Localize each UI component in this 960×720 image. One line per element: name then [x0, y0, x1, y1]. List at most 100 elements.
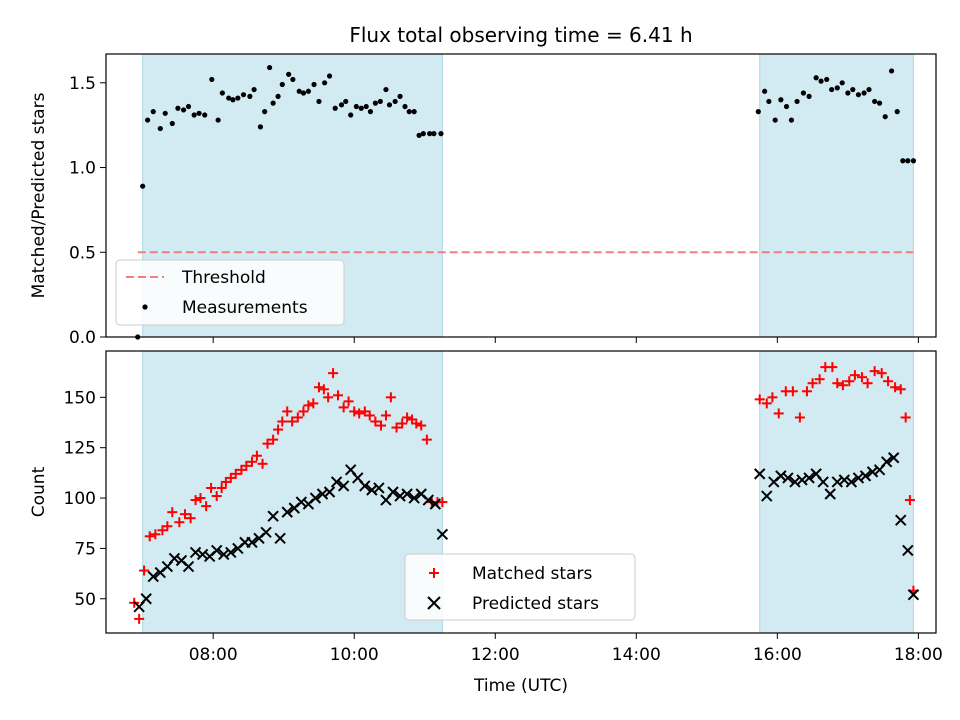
legend: Threshold Measurements [115, 259, 345, 326]
data-point [150, 109, 156, 115]
y-tick-label: 0.5 [69, 243, 96, 263]
data-point [855, 92, 862, 98]
data-point [175, 105, 181, 111]
data-point [827, 362, 838, 373]
data-point [856, 372, 867, 383]
data-point [247, 93, 253, 99]
data-point [167, 507, 178, 518]
legend-matched-swatch [429, 568, 439, 578]
data-point [832, 378, 843, 389]
data-point [316, 98, 322, 105]
data-point [313, 382, 324, 393]
legend-label: Predicted stars [472, 594, 599, 614]
data-point [257, 124, 264, 130]
x-tick-label: 16:00 [753, 645, 802, 665]
data-point [174, 517, 185, 528]
data-point [189, 546, 202, 559]
data-point [391, 422, 402, 433]
data-point [185, 103, 192, 110]
data-point [150, 529, 161, 540]
data-point [257, 458, 268, 469]
data-point [817, 476, 829, 488]
data-point [267, 64, 273, 71]
data-point [140, 593, 152, 605]
x-tick-label: 12:00 [471, 645, 520, 665]
data-point [377, 98, 383, 105]
legend: Matched stars Predicted stars [404, 553, 636, 621]
data-point [431, 131, 437, 137]
data-point [196, 110, 202, 116]
x-tick-label: 18:00 [894, 645, 943, 665]
data-point [420, 131, 426, 137]
data-point [364, 410, 375, 421]
series-measurements [135, 64, 917, 340]
data-point [330, 476, 343, 488]
data-point [838, 474, 851, 486]
data-point [246, 536, 258, 549]
data-point [806, 93, 812, 99]
data-point [338, 102, 345, 108]
data-point [363, 103, 369, 110]
data-point [807, 378, 818, 389]
x-tick-label: 14:00 [612, 645, 661, 665]
data-point [196, 548, 209, 561]
legend-box [404, 553, 636, 621]
y-tick-label: 1.5 [69, 74, 96, 94]
data-point [385, 392, 396, 403]
ratio-panel: 0.0 0.5 1.0 1.5 Matched/Predicted stars Thres… [29, 53, 937, 348]
data-point [402, 103, 408, 110]
data-point [215, 117, 221, 123]
data-point [260, 526, 272, 538]
data-point [801, 386, 812, 397]
data-point [775, 470, 787, 482]
y-tick-label: 1.0 [69, 159, 96, 179]
data-point [240, 92, 247, 98]
y-tick-label: 0.0 [69, 328, 96, 348]
y-axis-label: Count [29, 466, 49, 517]
data-point [900, 412, 911, 423]
data-point [438, 131, 444, 137]
data-point [386, 102, 393, 108]
data-point [778, 97, 784, 103]
data-point [788, 117, 795, 123]
data-point [353, 103, 359, 110]
series-predicted-stars [133, 452, 920, 613]
data-point [190, 495, 201, 506]
data-point [370, 416, 381, 427]
data-point [180, 107, 187, 113]
data-point [397, 93, 403, 99]
y-tick-label: 50 [74, 590, 96, 610]
data-point [241, 460, 252, 471]
data-point [226, 95, 232, 101]
data-point [888, 68, 895, 74]
data-point [326, 73, 333, 79]
data-point [394, 490, 406, 502]
data-point [787, 386, 798, 397]
data-point [895, 514, 907, 526]
data-point [251, 86, 257, 93]
data-point [880, 456, 893, 468]
data-point [286, 71, 292, 77]
data-point [422, 494, 434, 506]
data-point [397, 418, 408, 429]
data-point [383, 86, 389, 93]
data-point [305, 88, 311, 94]
data-point [755, 109, 761, 115]
data-point [872, 98, 878, 105]
data-point [421, 434, 432, 445]
data-point [281, 506, 293, 518]
data-point [887, 452, 900, 464]
data-point [852, 472, 865, 484]
data-point [895, 384, 906, 395]
data-point [429, 498, 442, 510]
data-point [348, 112, 354, 118]
data-point [437, 497, 448, 508]
legend-label: Threshold [181, 268, 266, 288]
data-point [144, 531, 155, 542]
data-point [267, 510, 279, 522]
data-point [235, 95, 241, 101]
data-point [354, 408, 365, 419]
y-tick-label: 125 [64, 439, 96, 459]
data-point [761, 490, 773, 502]
